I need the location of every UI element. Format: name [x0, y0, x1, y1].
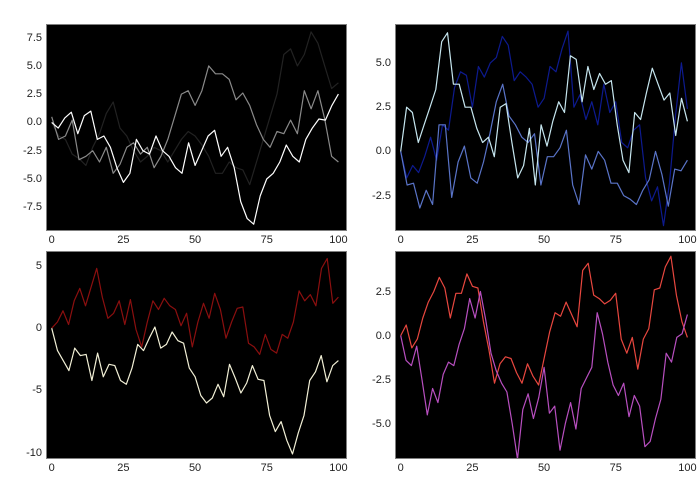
- y-tick-label: -5.0: [372, 417, 391, 430]
- y-tick-label: 0.0: [375, 145, 391, 158]
- x-tick-label: 0: [48, 462, 55, 474]
- y-tick-label: -2.5: [372, 373, 391, 386]
- y-tick-label: 2.5: [26, 88, 42, 101]
- line-series-2: [400, 83, 688, 209]
- plot-area: [46, 24, 347, 231]
- x-tick-label: 75: [260, 462, 273, 474]
- x-tick-label: 0: [397, 234, 404, 246]
- line-series-1: [400, 255, 688, 386]
- x-tick-label: 50: [188, 234, 202, 246]
- x-tick-label: 75: [260, 234, 273, 246]
- y-tick-label: -10: [26, 446, 42, 459]
- y-tick-label: 0: [35, 322, 42, 335]
- x-tick-label: 25: [117, 234, 130, 246]
- plot-area: [395, 251, 696, 459]
- y-tick-label: -5.0: [23, 172, 42, 185]
- x-tick-label: 75: [609, 234, 622, 246]
- x-tick-label: 100: [678, 462, 697, 474]
- x-tick-label: 50: [537, 234, 551, 246]
- x-tick-label: 0: [397, 462, 404, 474]
- y-tick-label: 7.5: [26, 31, 42, 44]
- line-series-1: [51, 31, 339, 186]
- y-tick-label: 2.5: [375, 285, 391, 298]
- x-tick-label: 25: [466, 234, 479, 246]
- line-series-1: [400, 30, 688, 227]
- x-tick-label: 100: [678, 234, 697, 246]
- x-tick-label: 100: [329, 462, 348, 474]
- x-tick-label: 100: [329, 234, 348, 246]
- y-tick-label: 5.0: [26, 59, 42, 72]
- y-tick-label: 0.0: [26, 116, 42, 129]
- y-tick-label: 2.5: [375, 101, 391, 114]
- x-tick-label: 25: [466, 462, 479, 474]
- line-series-3: [400, 290, 688, 458]
- line-series-3: [51, 93, 339, 225]
- line-series-3: [400, 32, 688, 186]
- plot-area: [46, 251, 347, 459]
- y-tick-label: -7.5: [23, 201, 42, 214]
- line-series-1: [51, 257, 339, 355]
- x-tick-label: 50: [537, 462, 551, 474]
- y-tick-label: -2.5: [372, 189, 391, 202]
- y-tick-label: 5: [35, 259, 42, 272]
- line-series-2: [51, 65, 339, 174]
- x-tick-label: 50: [188, 462, 202, 474]
- y-tick-label: -2.5: [23, 144, 42, 157]
- x-tick-label: 0: [48, 234, 55, 246]
- x-tick-label: 25: [117, 462, 130, 474]
- y-tick-label: -5: [32, 384, 42, 397]
- line-series-2: [51, 326, 339, 455]
- x-tick-label: 75: [609, 462, 622, 474]
- y-tick-label: 5.0: [375, 56, 391, 69]
- y-tick-label: 0.0: [375, 329, 391, 342]
